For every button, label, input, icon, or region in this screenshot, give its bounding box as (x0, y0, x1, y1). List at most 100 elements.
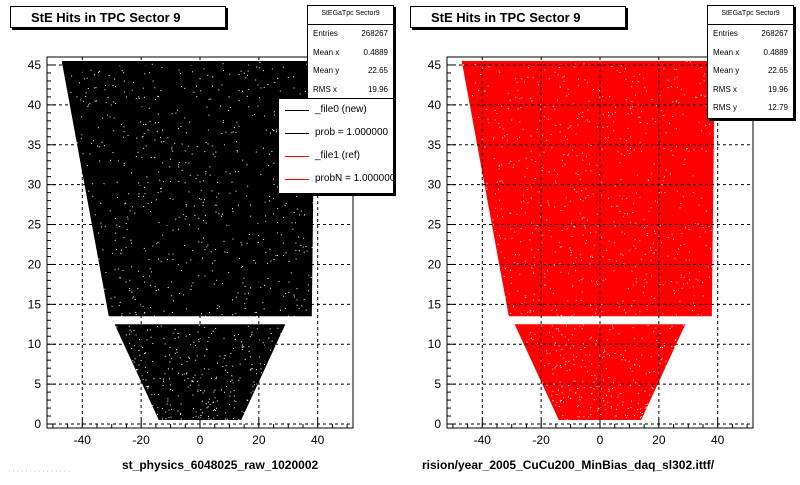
scatter-point (675, 68, 677, 70)
stats-label: Entries (713, 29, 738, 38)
scatter-point (107, 97, 109, 98)
scatter-point (225, 412, 227, 414)
scatter-point (522, 194, 524, 196)
scatter-point (288, 281, 290, 283)
scatter-point (601, 311, 603, 313)
scatter-point (293, 211, 295, 213)
scatter-point (139, 339, 140, 341)
scatter-point (621, 153, 623, 155)
scatter-point (152, 361, 154, 362)
scatter-point (113, 117, 115, 119)
scatter-point (495, 193, 496, 195)
scatter-point (163, 181, 164, 183)
scatter-point (568, 385, 570, 387)
scatter-point (519, 136, 520, 138)
scatter-point (682, 113, 684, 115)
scatter-point (228, 110, 229, 111)
scatter-point (586, 370, 588, 372)
scatter-point (607, 353, 609, 355)
scatter-point (276, 131, 277, 133)
scatter-point (167, 137, 169, 139)
scatter-point (145, 124, 147, 125)
scatter-point (623, 357, 624, 358)
scatter-point (573, 359, 575, 361)
scatter-point (572, 354, 574, 356)
scatter-point (217, 362, 218, 364)
scatter-point (215, 328, 217, 330)
scatter-point (229, 404, 231, 405)
scatter-point (125, 246, 127, 248)
scatter-point (251, 368, 253, 369)
scatter-point (504, 257, 506, 259)
scatter-point (650, 207, 652, 209)
scatter-point (177, 333, 179, 334)
scatter-point (547, 118, 549, 120)
scatter-point (248, 106, 250, 108)
scatter-point (580, 349, 582, 350)
scatter-point (567, 127, 569, 129)
scatter-point (697, 279, 699, 281)
scatter-point (645, 132, 647, 134)
scatter-point (584, 227, 586, 229)
scatter-point (246, 195, 248, 197)
scatter-point (161, 67, 163, 69)
scatter-point (557, 389, 559, 391)
scatter-point (285, 292, 287, 294)
scatter-point (239, 377, 241, 379)
scatter-point (554, 344, 556, 346)
scatter-point (656, 387, 658, 389)
scatter-point (204, 275, 206, 277)
scatter-point (244, 303, 246, 305)
scatter-point (138, 96, 140, 98)
scatter-point (531, 159, 533, 161)
scatter-point (263, 308, 265, 310)
scatter-point (555, 180, 556, 182)
scatter-point (709, 248, 711, 250)
scatter-point (665, 169, 667, 171)
scatter-point (651, 173, 653, 175)
scatter-point (296, 208, 298, 210)
scatter-point (233, 389, 235, 391)
scatter-point (88, 190, 90, 192)
scatter-point (580, 366, 582, 368)
scatter-point (178, 69, 180, 71)
scatter-point (510, 277, 512, 279)
scatter-point (500, 105, 502, 107)
scatter-point (683, 243, 685, 245)
scatter-point (636, 358, 637, 360)
scatter-point (624, 233, 626, 235)
scatter-point (225, 171, 227, 173)
scatter-point (485, 186, 487, 188)
scatter-point (263, 86, 265, 88)
scatter-point (681, 232, 683, 234)
legend-item: _file1 (ref) (279, 145, 393, 168)
scatter-point (140, 121, 142, 123)
scatter-point (169, 361, 171, 363)
stats-row: Entries 268267 (308, 25, 393, 44)
scatter-point (196, 355, 198, 357)
scatter-point (560, 271, 562, 273)
scatter-point (279, 309, 281, 311)
scatter-point (617, 404, 619, 406)
scatter-point (574, 226, 576, 228)
scatter-point (163, 380, 164, 382)
scatter-point (601, 148, 603, 150)
scatter-point (167, 287, 169, 288)
scatter-point (508, 293, 510, 295)
scatter-point (293, 294, 295, 296)
scatter-point (568, 93, 570, 95)
scatter-point (207, 143, 209, 145)
scatter-point (544, 273, 546, 275)
scatter-point (639, 240, 641, 242)
scatter-point (212, 76, 214, 78)
scatter-point (273, 130, 275, 132)
scatter-point (256, 383, 258, 385)
scatter-point (551, 325, 553, 327)
scatter-point (520, 312, 522, 314)
scatter-point (582, 234, 584, 236)
scatter-point (594, 244, 596, 246)
scatter-point (272, 198, 274, 200)
scatter-point (496, 181, 498, 183)
scatter-point (697, 223, 699, 225)
scatter-point (484, 90, 486, 92)
